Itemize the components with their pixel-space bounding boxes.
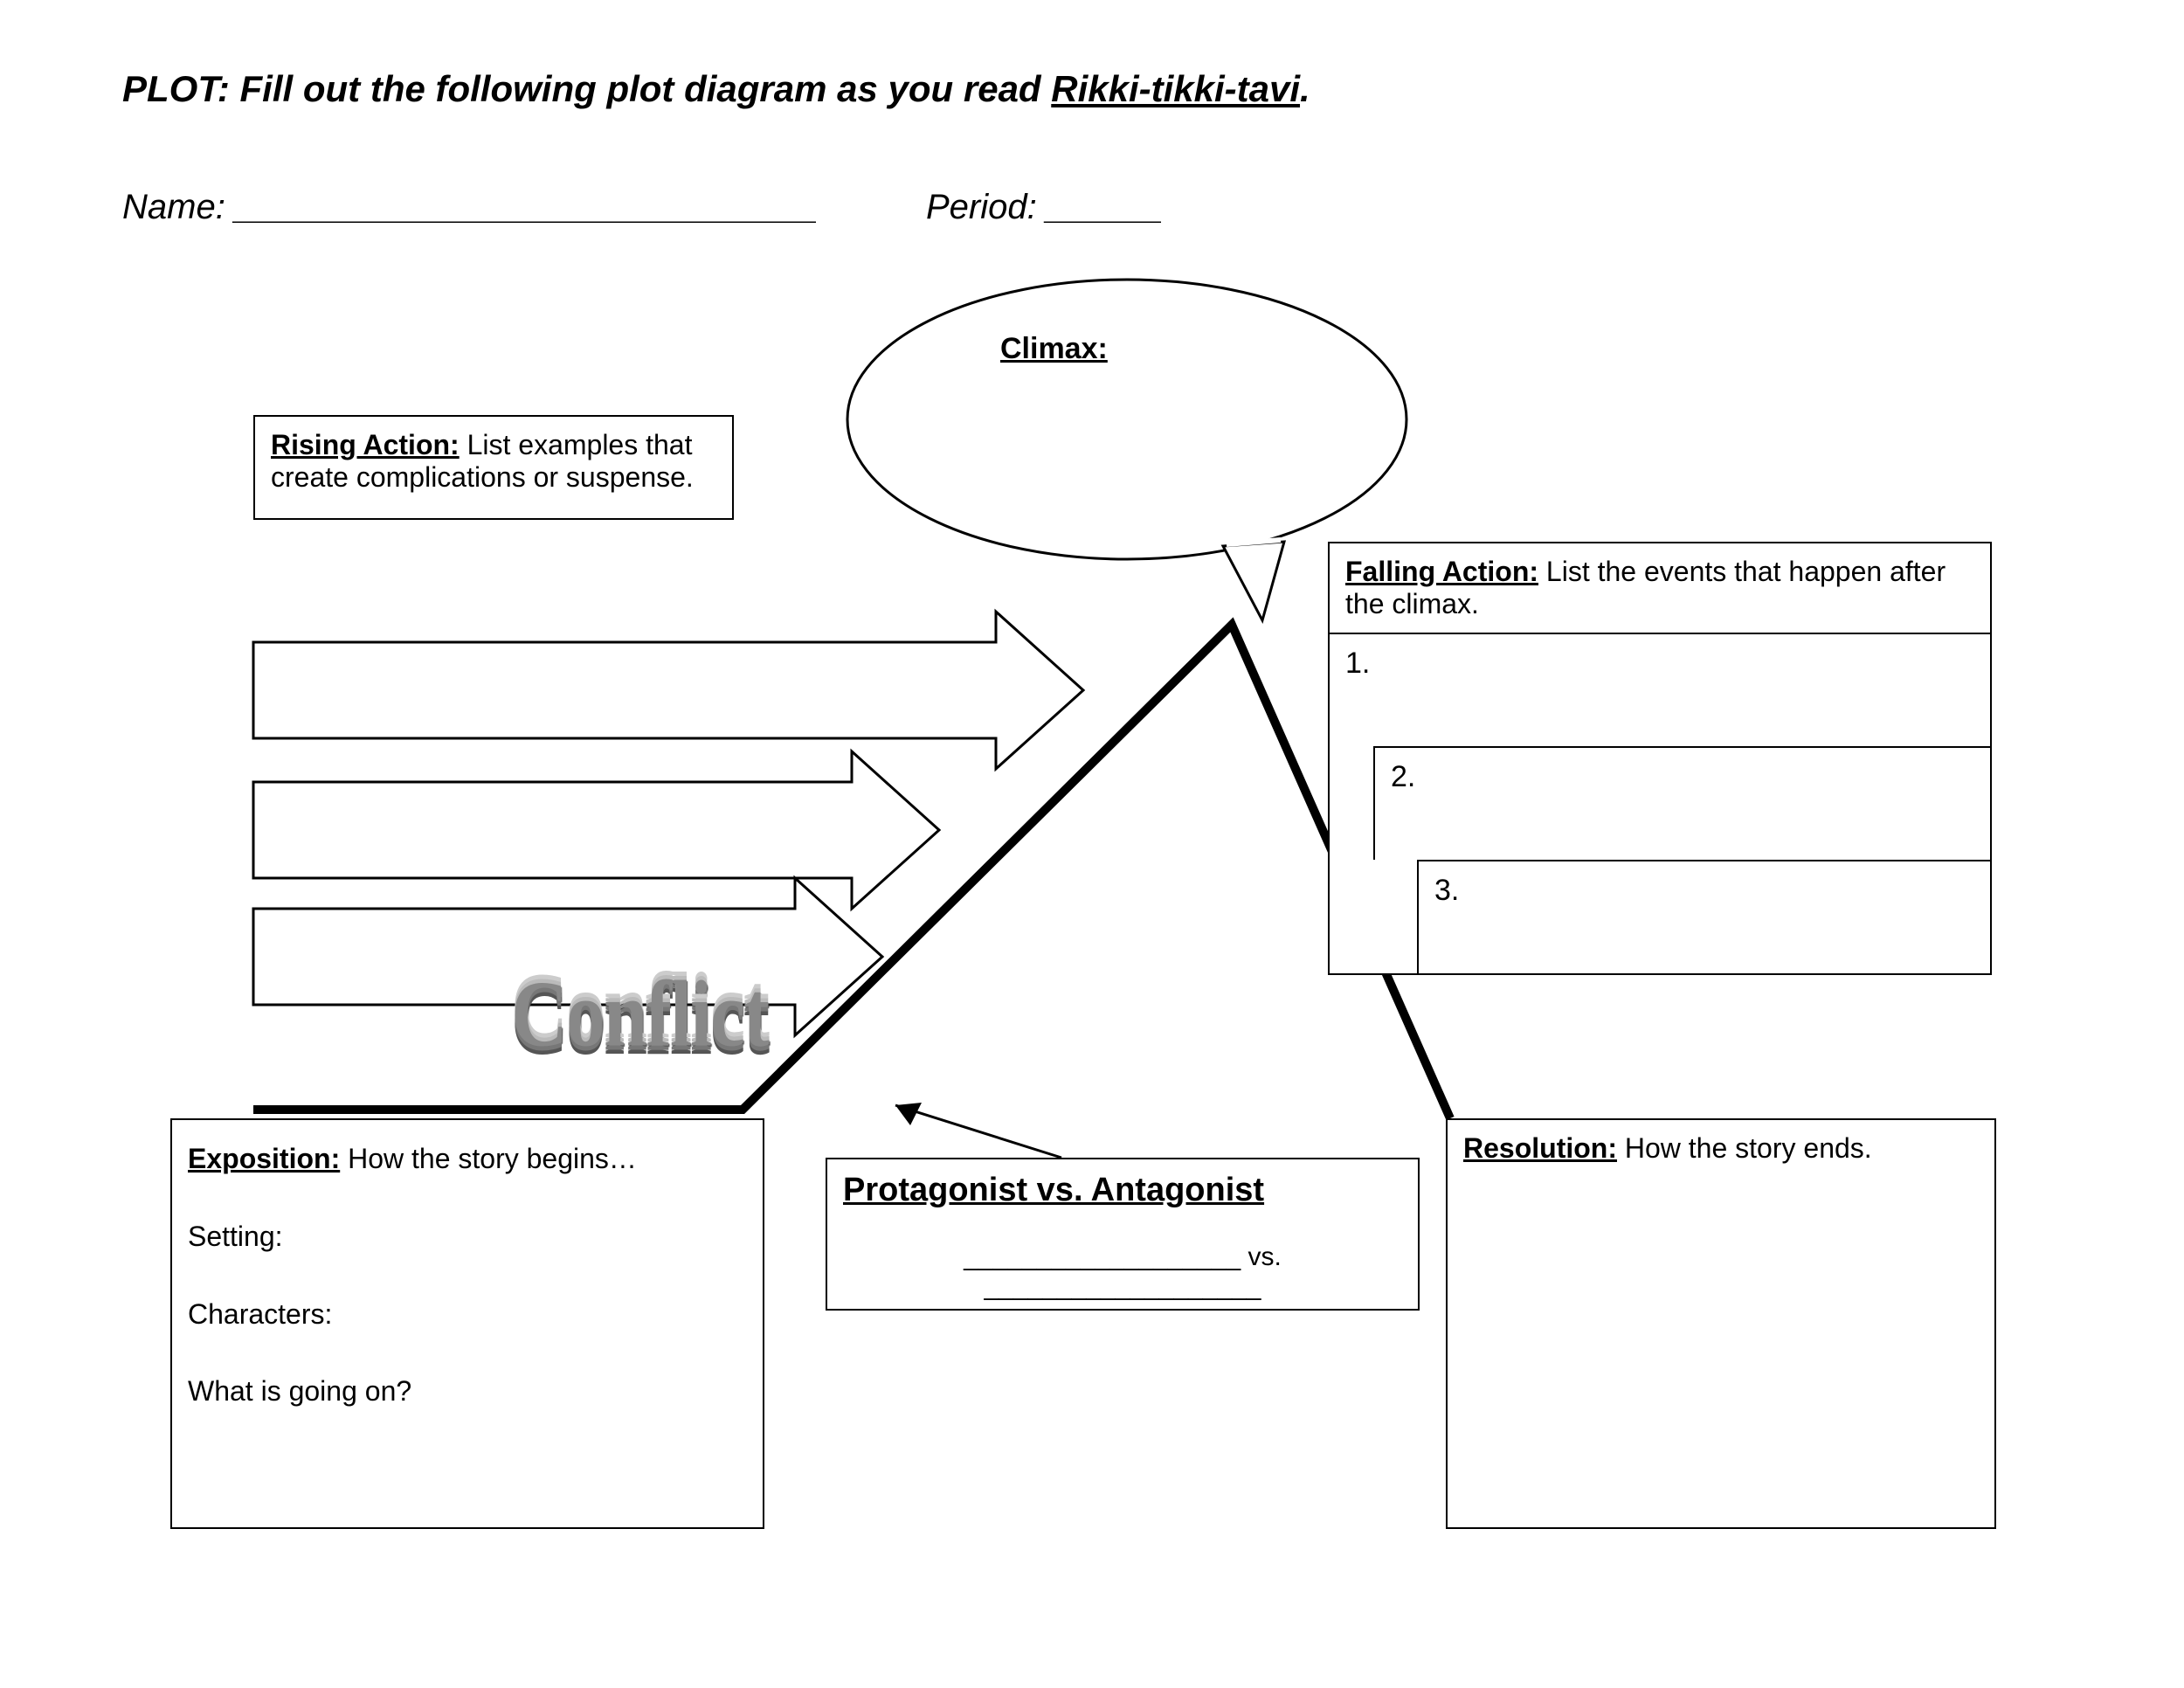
- name-field[interactable]: Name: ______________________________: [122, 188, 818, 227]
- story-title: Rikki-tikki-tavi: [1051, 68, 1300, 109]
- title-suffix: .: [1300, 68, 1310, 109]
- blank-right: ___________________: [984, 1272, 1261, 1301]
- climax-bubble-tail: [1223, 542, 1284, 620]
- period-blank: ______: [1047, 188, 1163, 226]
- rising-action-box: Rising Action: List examples that create…: [253, 415, 734, 520]
- vs-text: vs.: [1241, 1242, 1282, 1271]
- exposition-label: Exposition:: [188, 1143, 340, 1174]
- name-blank: ______________________________: [235, 188, 818, 226]
- rising-arrow-2: [253, 751, 939, 909]
- climax-bubble: [847, 280, 1406, 559]
- rising-action-label: Rising Action:: [271, 429, 460, 460]
- falling-row-1[interactable]: 1.: [1330, 633, 1990, 746]
- exposition-box[interactable]: Exposition: How the story begins… Settin…: [170, 1118, 764, 1529]
- plot-line: [253, 625, 1450, 1118]
- resolution-box[interactable]: Resolution: How the story ends.: [1446, 1118, 1996, 1529]
- falling-action-box: Falling Action: List the events that hap…: [1328, 542, 1992, 975]
- vs-line: ___________________ vs. ________________…: [843, 1242, 1402, 1302]
- resolution-desc: How the story ends.: [1617, 1132, 1872, 1164]
- rising-arrow-1: [253, 612, 1083, 769]
- climax-label: Climax:: [1000, 332, 1108, 366]
- falling-action-header: Falling Action: List the events that hap…: [1330, 543, 1990, 633]
- falling-row-3[interactable]: 3.: [1417, 860, 1990, 973]
- resolution-label: Resolution:: [1463, 1132, 1617, 1164]
- blank-left: ___________________: [964, 1242, 1241, 1271]
- page-title: PLOT: Fill out the following plot diagra…: [122, 68, 1310, 110]
- conflict-arrow-head: [895, 1103, 922, 1125]
- falling-row-2[interactable]: 2.: [1373, 746, 1990, 860]
- exposition-desc: How the story begins…: [340, 1143, 637, 1174]
- period-label: Period:: [926, 188, 1037, 226]
- exposition-characters: Characters:: [188, 1288, 747, 1341]
- exposition-setting: Setting:: [188, 1210, 747, 1263]
- conflict-arrow-line: [895, 1105, 1061, 1158]
- protagonist-title: Protagonist vs. Antagonist: [843, 1172, 1402, 1209]
- exposition-whats-going-on: What is going on?: [188, 1365, 747, 1418]
- title-prefix: PLOT: Fill out the following plot diagra…: [122, 68, 1051, 109]
- worksheet-page: PLOT: Fill out the following plot diagra…: [0, 0, 2184, 1688]
- protagonist-box[interactable]: Protagonist vs. Antagonist _____________…: [826, 1158, 1420, 1311]
- period-field[interactable]: Period: ______: [926, 188, 1163, 227]
- name-label: Name:: [122, 188, 225, 226]
- conflict-wordart: Conflict: [511, 960, 768, 1069]
- falling-action-label: Falling Action:: [1345, 556, 1538, 587]
